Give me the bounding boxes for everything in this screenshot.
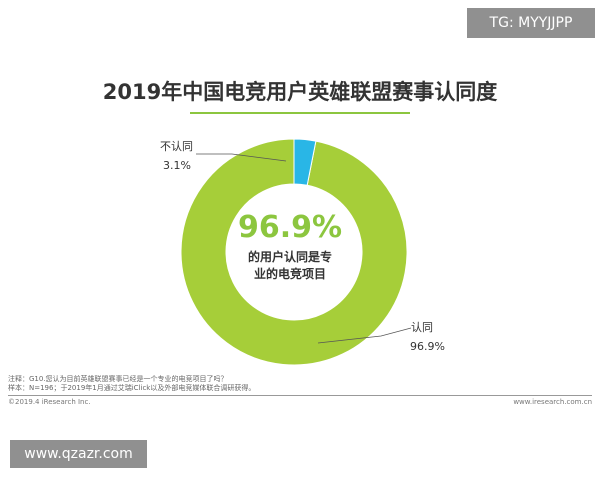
center-caption-line-1: 的用户认同是专 xyxy=(247,250,332,264)
title-underline xyxy=(190,112,410,114)
footer-website: www.iresearch.com.cn xyxy=(513,398,592,406)
note-line-2: 样本：N=196；于2019年1月通过艾瑞iClick以及外部电竞媒体联合调研获… xyxy=(8,384,256,392)
leader-line-agree xyxy=(317,327,412,344)
leader-line-disagree xyxy=(196,153,287,162)
donut-slice-agree xyxy=(180,138,408,366)
chart-title: 2019年中国电竞用户英雄联盟赛事认同度 xyxy=(102,80,498,104)
donut-slice-disagree xyxy=(293,138,317,186)
note-line-1: 注释：G10.您认为目前英雄联盟赛事已经是一个专业的电竞项目了吗？ xyxy=(8,375,228,383)
footer-copyright: ©2019.4 iResearch Inc. xyxy=(8,398,91,406)
footer-divider xyxy=(8,395,592,396)
slice-value-disagree: 3.1% xyxy=(163,159,191,172)
slice-value-agree: 96.9% xyxy=(410,340,445,353)
center-caption-line-2: 业的电竞项目 xyxy=(253,267,326,281)
slice-label-agree: 认同 xyxy=(411,321,433,334)
center-caption: 的用户认同是专 业的电竞项目 xyxy=(240,249,340,283)
watermark-bottom: www.qzazr.com xyxy=(10,440,147,468)
slice-label-disagree: 不认同 xyxy=(160,140,193,153)
center-percentage: 96.9% xyxy=(237,210,343,245)
watermark-top: TG: MYYJJPP xyxy=(467,8,595,38)
